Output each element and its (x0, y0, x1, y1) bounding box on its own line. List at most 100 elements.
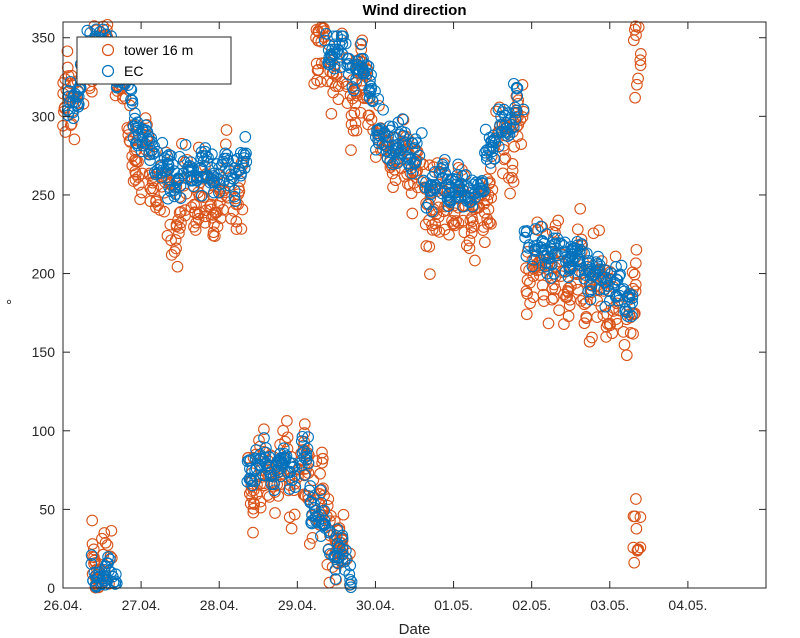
tower-point (613, 304, 626, 317)
ec-point (396, 113, 409, 125)
tower-point (628, 556, 641, 569)
plot-frame (62, 21, 767, 589)
ec-point (246, 475, 258, 488)
ec-point (364, 74, 376, 87)
ec-point (332, 551, 344, 563)
ec-point (382, 130, 394, 143)
ec-point (67, 112, 80, 125)
ec-point (589, 265, 602, 277)
ec-point (298, 469, 311, 481)
ec-point (592, 250, 604, 263)
tower-point (150, 195, 162, 208)
tower-point (483, 216, 496, 229)
tower-point (117, 90, 129, 102)
tower-point (126, 150, 139, 163)
ec-point (540, 228, 553, 240)
ec-point (326, 43, 338, 56)
ec-point (232, 165, 245, 178)
tower-point (271, 478, 284, 491)
ec-point (312, 516, 325, 529)
tower-point (424, 268, 436, 280)
tower-point (448, 207, 461, 220)
tower-point (465, 227, 478, 239)
tower-point (341, 80, 353, 93)
ec-point (90, 580, 103, 592)
ec-point (509, 113, 522, 126)
y-tick-label: 300 (32, 108, 56, 124)
tower-point (506, 158, 519, 170)
tower-point (170, 220, 183, 233)
ec-point (377, 103, 389, 116)
tower-point (405, 187, 418, 200)
tower-point (627, 510, 640, 523)
tower-point (580, 310, 593, 323)
ec-point (615, 259, 628, 272)
ec-point (373, 129, 386, 142)
tower-point (346, 92, 359, 105)
ec-point (63, 90, 75, 103)
ec-point (130, 122, 143, 134)
ec-point (249, 464, 261, 477)
ec-point (355, 38, 368, 50)
ec-point (315, 496, 328, 509)
tower-point (549, 270, 562, 283)
ec-point (419, 181, 432, 194)
ec-point (563, 260, 575, 272)
ec-point (143, 135, 156, 148)
ec-point (346, 81, 359, 93)
ec-point (186, 174, 198, 187)
tower-point (631, 544, 644, 557)
tower-point (485, 191, 498, 204)
tower-point (217, 203, 229, 216)
x-axis-ticks: 26.04. 27.04. 28.04. 29.04. 30.04. 01.05. 02.0… (44, 22, 707, 613)
tower-point (326, 76, 339, 89)
tower-point (481, 218, 494, 230)
ec-point (626, 296, 639, 309)
tower-point (277, 424, 289, 437)
ec-point (274, 447, 287, 460)
ec-point (435, 163, 448, 175)
tower-point (285, 522, 298, 535)
ec-point (265, 469, 277, 482)
tower-point (316, 456, 328, 469)
ec-point (510, 82, 523, 95)
ec-point (96, 572, 109, 585)
tower-point (629, 91, 641, 104)
tower-point (458, 226, 471, 239)
ec-point (380, 140, 393, 153)
tower-point (630, 522, 643, 535)
ec-point (426, 184, 439, 197)
x-axis-label: Date (399, 621, 431, 638)
ec-point (110, 577, 123, 590)
ec-point (365, 82, 378, 95)
ec-point (406, 167, 419, 180)
ec-point (143, 148, 155, 161)
ec-point (323, 51, 336, 64)
ec-point (619, 303, 632, 315)
tower-point (269, 507, 281, 519)
tower-point (618, 338, 631, 351)
tower-point (189, 224, 202, 236)
x-tick-label: 27.04. (122, 597, 161, 613)
ec-point (420, 201, 433, 214)
tower-point (307, 474, 320, 487)
tower-point (220, 124, 233, 136)
ec-point (259, 446, 272, 459)
ec-point (429, 166, 441, 178)
ec-point (548, 267, 560, 280)
ec-point (217, 155, 229, 168)
tower-point (629, 20, 642, 33)
tower-point (627, 541, 640, 554)
tower-point (61, 45, 74, 58)
tower-point (574, 202, 587, 215)
y-axis-ticks: 0 50 100 150 200 250 300 350 (32, 30, 766, 596)
tower-point (527, 291, 540, 304)
ec-point (258, 432, 270, 444)
tower-point (345, 144, 357, 156)
ec-point (614, 268, 626, 281)
tower-point (332, 80, 345, 93)
ec-point (623, 290, 636, 303)
tower-point (632, 72, 644, 85)
tower-point (450, 215, 462, 227)
tower-point (463, 242, 476, 255)
